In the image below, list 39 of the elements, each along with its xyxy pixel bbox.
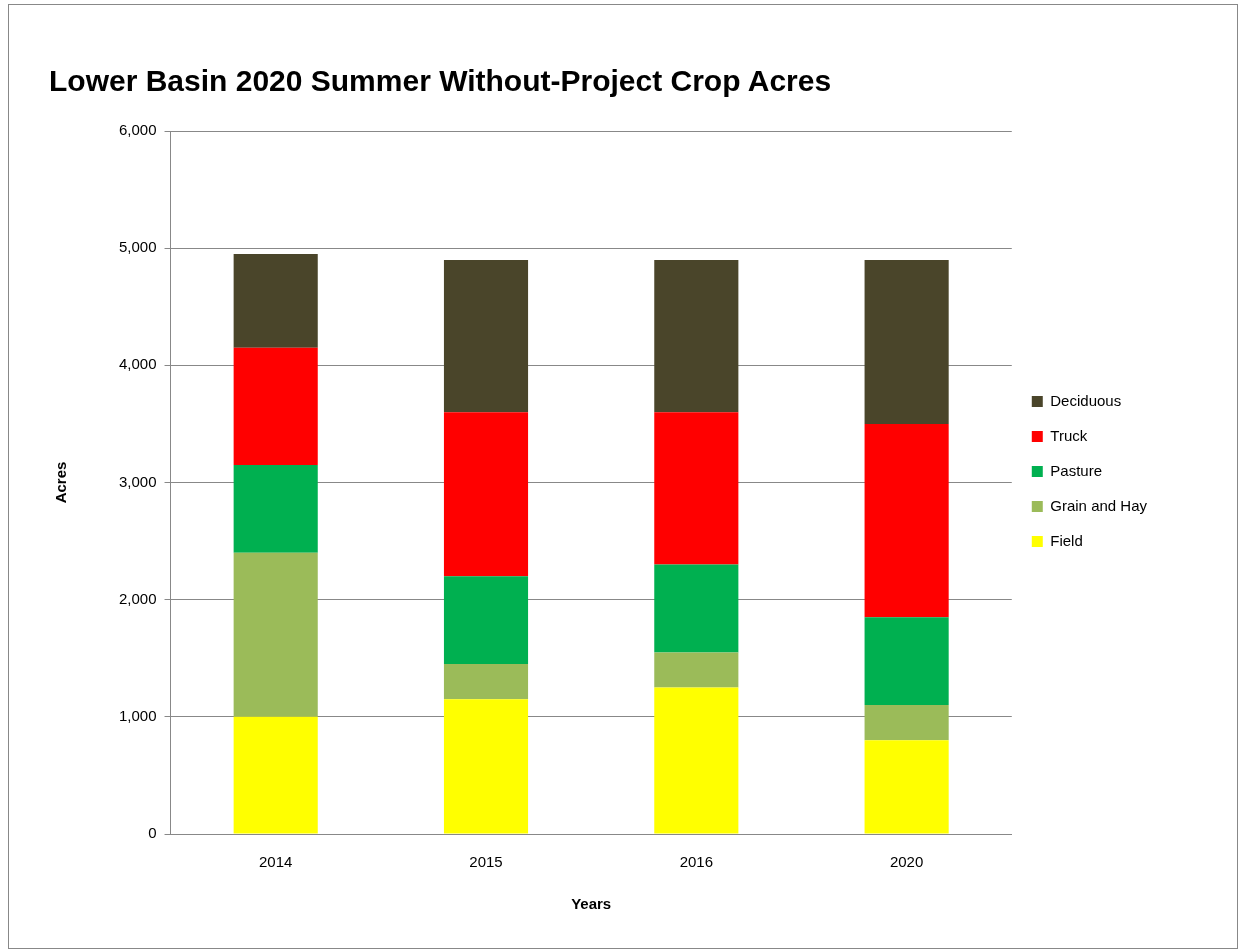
bar <box>443 412 529 577</box>
x-tick-label: 2020 <box>889 853 924 871</box>
x-tick-label: 2014 <box>259 853 293 871</box>
y-tick-label: 6,000 <box>118 121 157 139</box>
bar <box>654 687 739 834</box>
bar <box>654 652 739 688</box>
legend-label: Pasture <box>1050 461 1102 479</box>
bar <box>443 259 529 413</box>
bar <box>443 699 529 834</box>
x-tick-label: 2016 <box>679 853 713 871</box>
y-tick-label: 3,000 <box>118 472 157 490</box>
bar <box>654 564 739 653</box>
y-tick-label: 4,000 <box>118 355 157 373</box>
legend-label: Deciduous <box>1050 391 1122 409</box>
bar <box>233 552 318 717</box>
bar <box>654 412 739 565</box>
bar <box>864 259 949 424</box>
chart-title: Lower Basin 2020 Summer Without-Project Crop Acres <box>49 64 832 98</box>
bar <box>233 347 318 465</box>
bar <box>443 576 529 665</box>
y-axis-title: Acres <box>52 461 70 504</box>
bar <box>864 617 949 706</box>
y-tick-label: 5,000 <box>118 238 157 256</box>
x-axis-title: Years <box>571 895 612 913</box>
x-tick-label: 2015 <box>469 853 503 871</box>
bar <box>864 423 949 618</box>
y-tick-label: 0 <box>148 824 157 842</box>
y-tick-label: 2,000 <box>118 589 157 607</box>
bar <box>654 259 739 413</box>
bar <box>233 464 318 553</box>
bar <box>233 254 318 348</box>
legend-label: Grain and Hay <box>1050 496 1148 514</box>
bar <box>864 740 949 834</box>
legend-label: Truck <box>1050 426 1088 444</box>
y-tick-label: 1,000 <box>118 706 157 724</box>
bar <box>443 664 529 700</box>
legend-label: Field <box>1050 531 1083 549</box>
bar <box>233 716 318 834</box>
bar <box>864 705 949 741</box>
